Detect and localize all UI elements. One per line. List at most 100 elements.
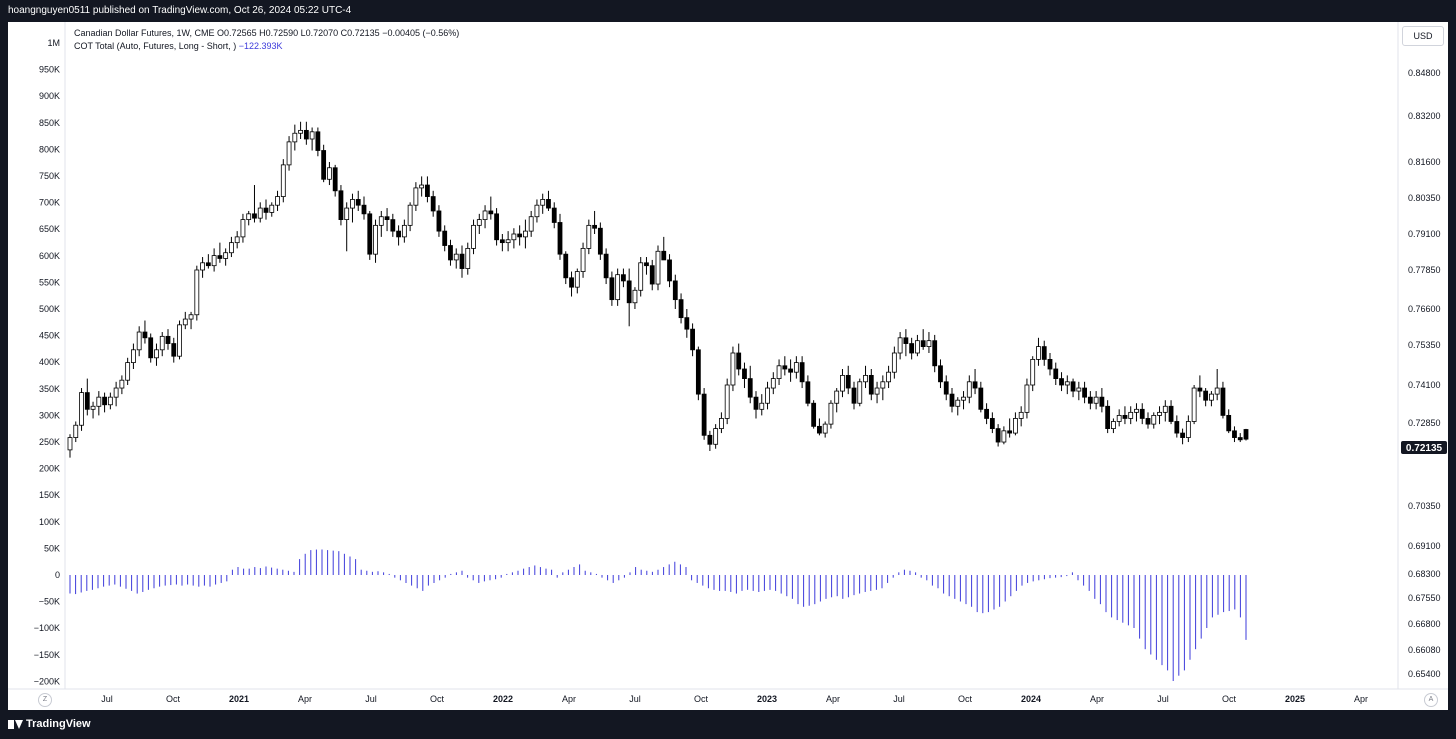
candle-down xyxy=(1007,430,1013,434)
candle-up xyxy=(401,224,407,238)
candle-up xyxy=(1036,346,1041,360)
candle-up xyxy=(234,236,240,244)
candle-up xyxy=(482,210,488,221)
candle-down xyxy=(315,131,321,151)
candle-up xyxy=(107,396,113,406)
candle-up xyxy=(770,378,776,389)
candle-up xyxy=(350,199,355,209)
candle-up xyxy=(857,381,863,404)
auto-scale-button[interactable]: A xyxy=(1424,693,1438,707)
candle-down xyxy=(448,245,453,261)
candle-down xyxy=(557,222,563,255)
candle-up xyxy=(523,230,528,238)
time-tick-label: Apr xyxy=(1090,694,1104,704)
time-tick-label: Oct xyxy=(694,694,709,704)
candle-down xyxy=(649,265,655,285)
volume-tick-label: −100K xyxy=(34,623,60,633)
candle-up xyxy=(793,362,799,373)
candle-up xyxy=(1030,358,1036,386)
candle-down xyxy=(217,255,223,259)
candle-down xyxy=(1041,346,1047,360)
candle-down xyxy=(868,374,874,395)
candle-up xyxy=(874,387,880,395)
candle-down xyxy=(396,230,401,238)
volume-tick-label: 800K xyxy=(39,144,60,154)
candle-up xyxy=(194,269,200,316)
candle-down xyxy=(321,150,327,180)
candle-down xyxy=(621,274,626,282)
bottom-bar: TradingView xyxy=(0,710,1456,739)
volume-tick-label: 950K xyxy=(39,65,60,75)
candle-up xyxy=(1151,414,1157,425)
candle-down xyxy=(1105,405,1111,429)
candle-down xyxy=(684,317,690,330)
candle-up xyxy=(188,314,194,320)
candle-down xyxy=(142,331,148,339)
volume-tick-label: 600K xyxy=(39,251,60,261)
candle-up xyxy=(886,371,891,383)
candle-down xyxy=(949,393,955,407)
candle-up xyxy=(580,247,586,272)
candle-down xyxy=(1220,387,1226,416)
candle-down xyxy=(332,167,338,192)
candle-down xyxy=(603,253,609,279)
volume-tick-label: 550K xyxy=(39,277,60,287)
price-tick-label: 0.69100 xyxy=(1408,541,1441,551)
candle-up xyxy=(897,337,903,354)
currency-button[interactable]: USD xyxy=(1402,26,1444,46)
candle-down xyxy=(782,365,788,370)
price-chart[interactable]: 1M 950K 900K 850K 800K 750K 700K 650K 600K 550K 50… xyxy=(8,22,1448,710)
candle-down xyxy=(747,378,753,398)
candle-up xyxy=(79,392,84,426)
volume-tick-label: 900K xyxy=(39,91,60,101)
candle-down xyxy=(205,262,211,267)
candle-down xyxy=(1174,421,1180,434)
candle-down xyxy=(989,418,995,430)
candle-down xyxy=(367,213,373,255)
candle-down xyxy=(903,337,909,344)
candle-up xyxy=(632,289,638,304)
candle-up xyxy=(298,129,303,134)
time-tick-label: Oct xyxy=(958,694,973,704)
volume-tick-label: 50K xyxy=(44,543,60,553)
time-tick-label: Jul xyxy=(101,694,113,704)
symbol-legend: Canadian Dollar Futures, 1W, CME O0.7256… xyxy=(74,28,460,38)
candle-down xyxy=(1099,396,1105,407)
price-tick-label: 0.68300 xyxy=(1408,569,1441,579)
candle-up xyxy=(90,405,96,410)
price-tick-label: 0.72850 xyxy=(1408,418,1441,428)
time-tick-label: 2022 xyxy=(493,694,513,704)
volume-tick-label: 200K xyxy=(39,464,60,474)
candle-up xyxy=(246,213,252,220)
volume-tick-label: 450K xyxy=(39,331,60,341)
time-axis[interactable]: Jul Oct 2021 Apr Jul Oct 2022 Apr Jul Oct 2023 Apr J… xyxy=(101,694,1368,704)
chart-frame[interactable]: Canadian Dollar Futures, 1W, CME O0.7256… xyxy=(8,22,1448,710)
candle-up xyxy=(471,224,476,249)
candle-down xyxy=(817,425,822,434)
candle-up xyxy=(511,233,517,241)
candle-down xyxy=(742,368,747,380)
candle-up xyxy=(275,196,280,206)
candle-down xyxy=(430,196,436,212)
price-axis[interactable]: 0.84800 0.83200 0.81600 0.80350 0.79100 0.778… xyxy=(1408,68,1441,679)
candle-down xyxy=(920,340,926,347)
candle-up xyxy=(1111,421,1116,430)
candle-up xyxy=(534,204,540,218)
candle-down xyxy=(984,408,989,419)
candle-up xyxy=(1162,405,1168,413)
candle-up xyxy=(1116,414,1122,422)
tradingview-logo-icon xyxy=(8,719,23,729)
tradingview-logo[interactable]: TradingView xyxy=(8,718,91,730)
candle-down xyxy=(661,250,667,261)
candle-down xyxy=(690,328,695,351)
candle-up xyxy=(574,271,580,288)
candle-up xyxy=(200,262,205,271)
candle-down xyxy=(845,374,851,389)
candle-up xyxy=(73,424,79,438)
candle-up xyxy=(407,204,413,226)
zoom-button[interactable]: Z xyxy=(38,693,52,707)
candle-up xyxy=(615,274,621,301)
candle-down xyxy=(546,199,551,209)
candle-down xyxy=(1139,408,1145,419)
candle-up xyxy=(863,374,868,383)
